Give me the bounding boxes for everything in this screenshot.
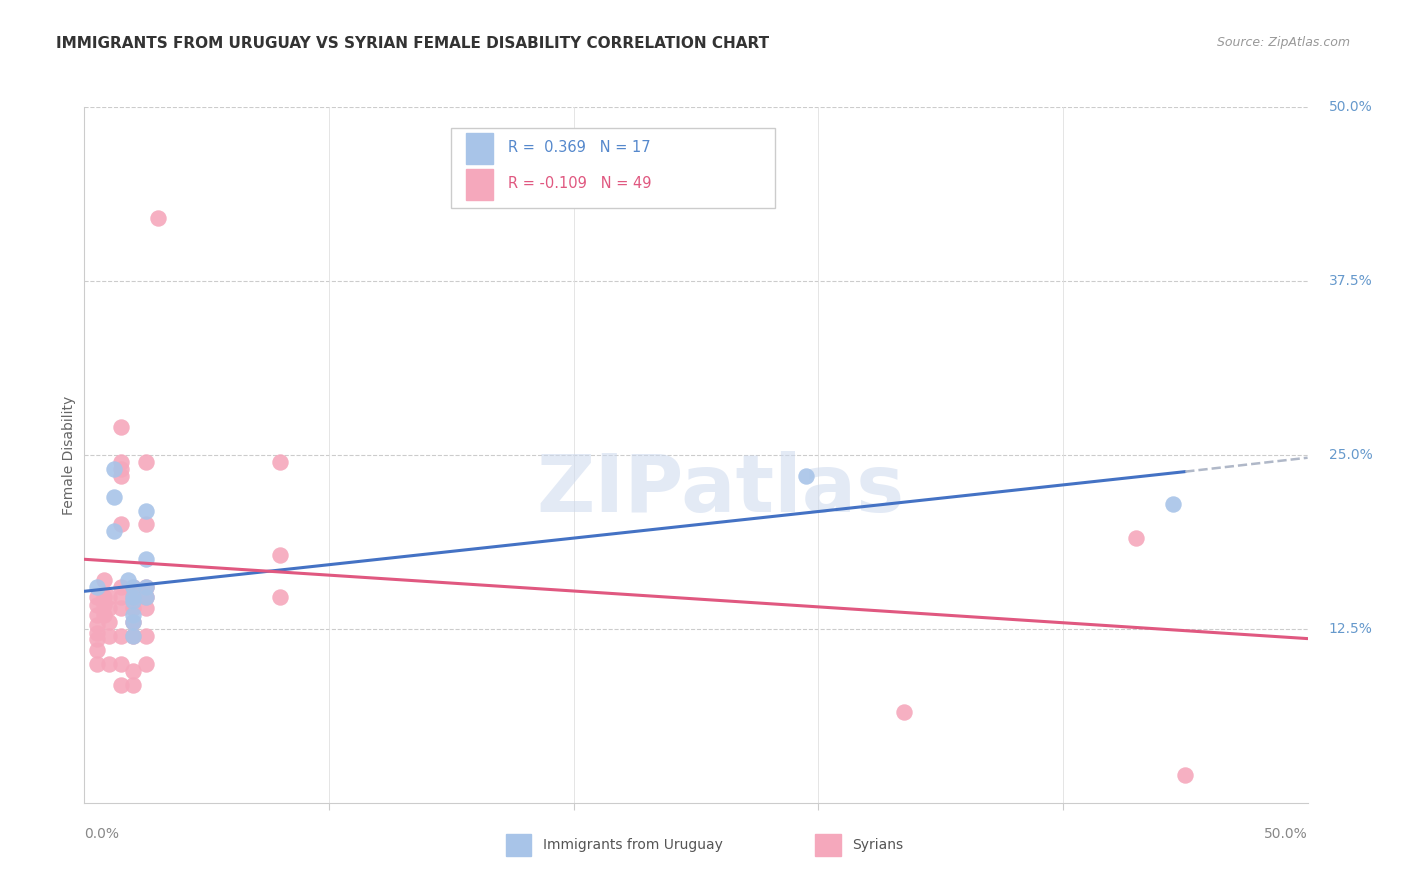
Point [97,629,120,643]
Text: 25.0%: 25.0% [1329,448,1372,462]
Text: R =  0.369   N = 17: R = 0.369 N = 17 [508,140,650,154]
Point [122,580,145,594]
Point [122,615,145,629]
Point [135,657,157,671]
Point [135,590,157,604]
Point [122,590,145,604]
Point [86,632,108,646]
Point [122,590,145,604]
Point [122,629,145,643]
Point [110,580,132,594]
Bar [465,169,494,200]
Point [135,601,157,615]
Point [86,607,108,622]
Point [135,580,157,594]
Point [110,517,132,532]
Point [135,629,157,643]
Point [135,580,157,594]
Text: 50.0%: 50.0% [1329,100,1372,114]
Point [86,642,108,657]
Point [893,706,915,720]
Point [146,211,169,226]
Point [93,607,115,622]
Point [1174,768,1197,782]
Point [1125,532,1147,546]
Y-axis label: Female Disability: Female Disability [62,395,76,515]
Point [110,657,132,671]
Point [122,629,145,643]
Text: Syrians: Syrians [852,838,903,852]
Point [135,455,157,469]
Point [110,601,132,615]
Point [110,677,132,691]
Point [103,524,125,539]
Point [135,552,157,566]
Point [110,629,132,643]
Text: 50.0%: 50.0% [1264,827,1308,841]
FancyBboxPatch shape [451,128,776,208]
Point [269,548,291,562]
Point [135,590,157,604]
Point [135,517,157,532]
Point [122,594,145,608]
Text: R = -0.109   N = 49: R = -0.109 N = 49 [508,177,651,192]
Point [122,677,145,691]
Point [110,420,132,434]
Point [93,598,115,612]
Point [122,664,145,678]
Point [122,601,145,615]
Point [93,590,115,604]
Point [1161,497,1184,511]
Bar [465,133,494,164]
Text: Source: ZipAtlas.com: Source: ZipAtlas.com [1216,36,1350,49]
Point [86,598,108,612]
Text: 37.5%: 37.5% [1329,274,1372,288]
Point [135,503,157,517]
Point [794,468,817,483]
Point [97,601,120,615]
Text: Immigrants from Uruguay: Immigrants from Uruguay [543,838,723,852]
Point [110,462,132,476]
Point [269,590,291,604]
Point [117,573,139,587]
Point [97,615,120,629]
Point [110,590,132,604]
Point [93,573,115,587]
Point [122,607,145,622]
Text: ZIPatlas: ZIPatlas [536,450,904,529]
Text: 0.0%: 0.0% [84,827,120,841]
Point [97,657,120,671]
Point [122,580,145,594]
Point [269,455,291,469]
Text: IMMIGRANTS FROM URUGUAY VS SYRIAN FEMALE DISABILITY CORRELATION CHART: IMMIGRANTS FROM URUGUAY VS SYRIAN FEMALE… [56,36,769,51]
Point [103,490,125,504]
Point [86,617,108,632]
Point [110,455,132,469]
Point [86,590,108,604]
Point [103,462,125,476]
Point [86,657,108,671]
Point [86,580,108,594]
Point [97,590,120,604]
Point [110,468,132,483]
Point [122,615,145,629]
Text: 12.5%: 12.5% [1329,622,1372,636]
Point [86,626,108,640]
